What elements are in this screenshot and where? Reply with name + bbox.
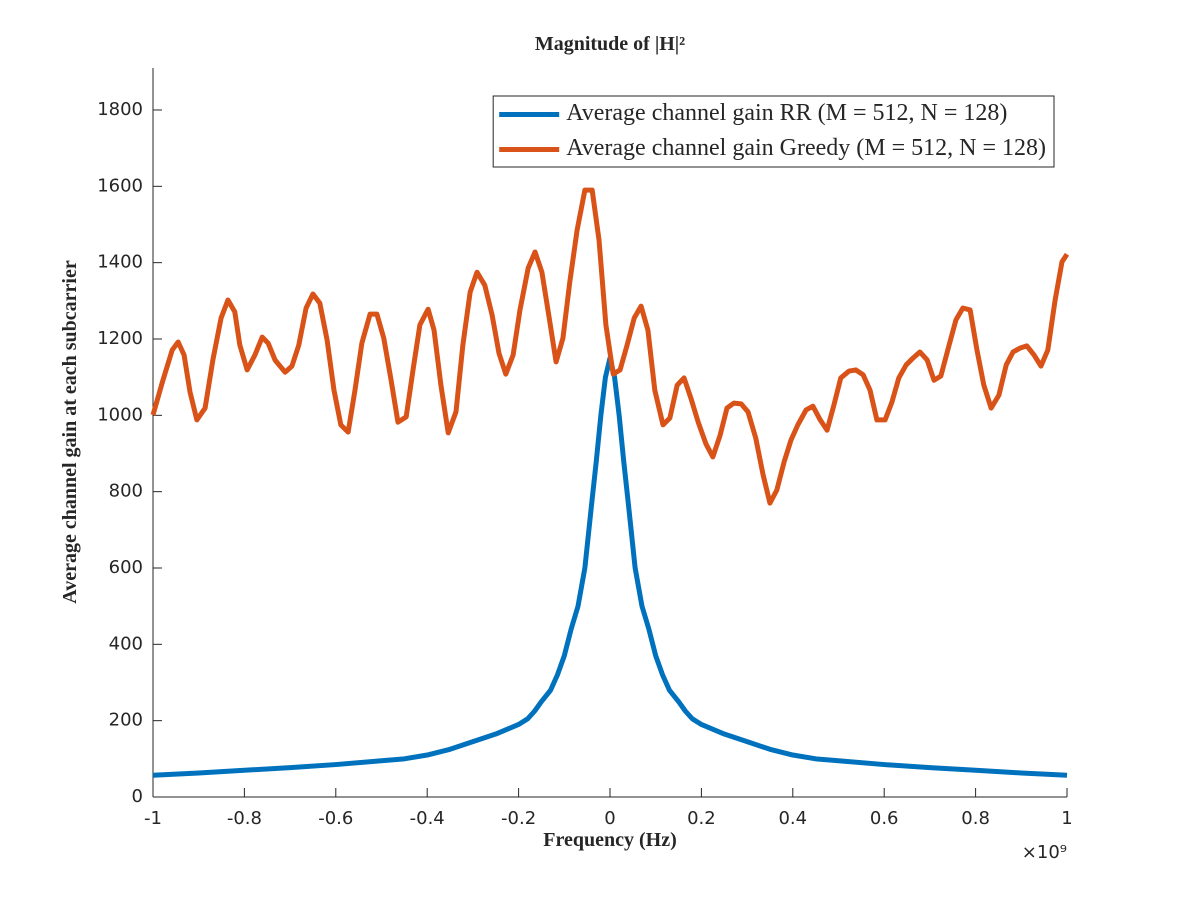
x-tick-label: 0.8 (961, 808, 990, 829)
y-tick-label: 1000 (97, 404, 143, 425)
y-tick-label: 800 (109, 481, 143, 502)
y-axis-label: Average channel gain at each subcarrier (59, 260, 81, 604)
legend-label: Average channel gain Greedy (M = 512, N … (566, 135, 1046, 161)
plot-area: 0 200 400 600 800 1000 1200 1400 1600 1800 -1 -0.8 -… (97, 99, 1073, 829)
y-tick-label: 0 (132, 786, 143, 807)
y-tick-label: 1400 (97, 252, 143, 273)
x-tick-label: 0.6 (870, 808, 899, 829)
y-tick-label: 400 (109, 633, 143, 654)
chart-title: Magnitude of |H|² (535, 33, 685, 55)
x-tick-label: 1 (1061, 808, 1072, 829)
x-tick-label: -0.4 (410, 808, 445, 829)
x-tick-label: -0.6 (318, 808, 353, 829)
x-multiplier: ×10⁹ (1022, 842, 1067, 863)
x-tick-label: -0.2 (501, 808, 536, 829)
x-axis-label: Frequency (Hz) (543, 829, 677, 851)
x-tick-label: -0.8 (227, 808, 262, 829)
x-tick-label: -1 (144, 808, 162, 829)
legend-label: Average channel gain RR (M = 512, N = 12… (566, 100, 1007, 126)
x-tick-label: 0.2 (687, 808, 716, 829)
y-tick-label: 1200 (97, 328, 143, 349)
y-tick-label: 1800 (97, 99, 143, 120)
x-tick-label: 0 (604, 808, 615, 829)
legend-box (492, 95, 1055, 168)
y-tick-label: 1600 (97, 175, 143, 196)
series-line (150, 187, 1070, 506)
legend: Average channel gain RR (M = 512, N = 12… (492, 95, 1055, 168)
y-tick-label: 600 (109, 557, 143, 578)
x-tick-label: 0.4 (778, 808, 807, 829)
y-tick-label: 200 (109, 710, 143, 731)
